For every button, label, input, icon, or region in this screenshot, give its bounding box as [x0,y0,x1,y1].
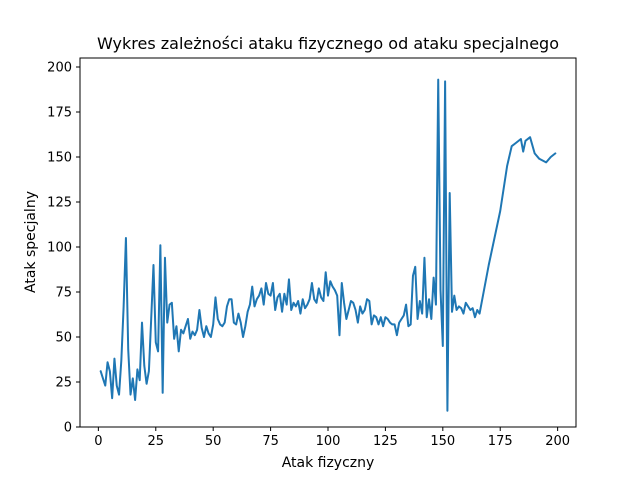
x-tick-label: 50 [205,434,222,449]
plot-area [99,78,557,412]
y-axis-label: Atak specjalny [23,191,39,293]
x-tick-label: 25 [148,434,165,449]
y-tick-label: 175 [47,106,72,121]
y-tick-label: 125 [47,196,72,211]
x-axis: 0 25 50 75 100 125 150 175 200 [94,427,570,449]
y-tick-label: 150 [47,151,72,166]
y-tick-label: 25 [55,376,72,391]
x-tick-label: 125 [373,434,398,449]
y-tick-label: 75 [55,286,72,301]
y-tick-label: 0 [64,421,72,436]
x-tick-label: 0 [94,434,102,449]
x-tick-label: 175 [488,434,513,449]
x-tick-label: 100 [316,434,341,449]
y-tick-label: 50 [55,331,72,346]
y-tick-label: 200 [47,61,72,76]
x-tick-label: 75 [262,434,279,449]
chart-title: Wykres zależności ataku fizycznego od at… [97,34,559,53]
plot-frame [79,57,577,428]
x-tick-label: 150 [430,434,455,449]
y-axis: 0 25 50 75 100 125 150 175 200 [47,61,80,436]
y-tick-label: 100 [47,241,72,256]
series-line-0 [99,78,557,412]
x-tick-label: 200 [545,434,570,449]
x-axis-label: Atak fizyczny [282,455,375,471]
